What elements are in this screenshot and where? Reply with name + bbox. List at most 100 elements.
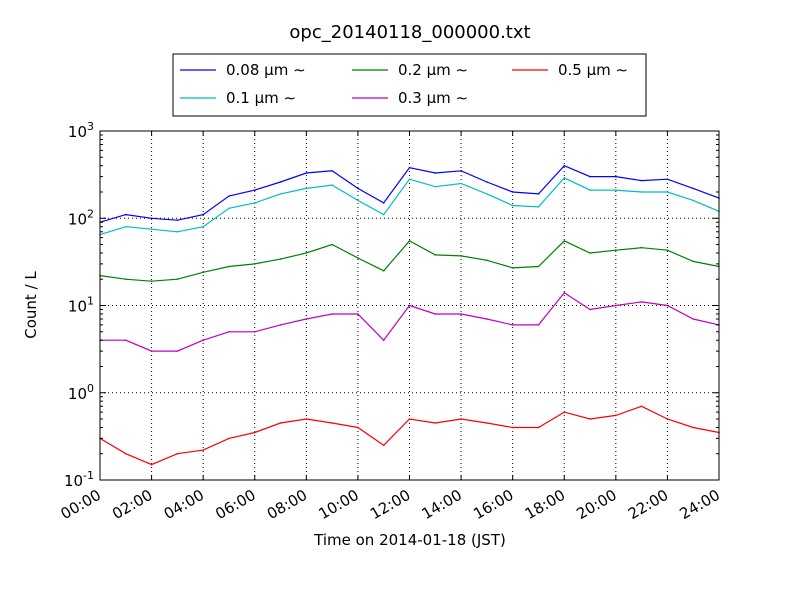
data-point bbox=[279, 422, 282, 424]
series-4 bbox=[99, 405, 720, 466]
data-point bbox=[615, 175, 617, 178]
data-point bbox=[254, 431, 256, 434]
data-point bbox=[589, 189, 591, 191]
chart-title: opc_20140118_000000.txt bbox=[289, 22, 530, 43]
data-point bbox=[537, 193, 540, 195]
data-point bbox=[434, 185, 437, 188]
data-point bbox=[640, 246, 643, 249]
data-point bbox=[305, 172, 308, 174]
data-point bbox=[279, 193, 282, 195]
data-point bbox=[666, 249, 669, 251]
data-point bbox=[589, 418, 591, 420]
data-point bbox=[511, 267, 514, 269]
data-point bbox=[202, 213, 204, 216]
legend-label: 0.08 μm ∼ bbox=[226, 61, 306, 79]
data-point bbox=[434, 313, 437, 315]
legend-label: 0.1 μm ∼ bbox=[226, 89, 296, 107]
y-tick-label: 102 bbox=[68, 207, 94, 228]
data-point bbox=[279, 181, 282, 183]
legend-entry: 0.2 μm ∼ bbox=[352, 61, 468, 79]
legend-entry: 0.1 μm ∼ bbox=[180, 89, 296, 107]
data-point bbox=[408, 418, 411, 420]
data-point bbox=[692, 426, 694, 429]
y-tick-exponent: 3 bbox=[87, 120, 94, 133]
data-point bbox=[228, 437, 230, 440]
data-point bbox=[692, 260, 694, 263]
data-point bbox=[254, 331, 256, 333]
data-point bbox=[202, 339, 204, 342]
y-tick-base: 10 bbox=[68, 210, 87, 228]
series-3 bbox=[99, 292, 720, 352]
data-point bbox=[305, 318, 308, 320]
data-point bbox=[563, 177, 566, 179]
data-point bbox=[331, 422, 333, 424]
data-point bbox=[615, 189, 617, 191]
data-point bbox=[408, 304, 411, 307]
data-point bbox=[537, 426, 540, 429]
data-point bbox=[382, 202, 385, 204]
data-point bbox=[150, 463, 153, 466]
data-point bbox=[357, 426, 359, 429]
legend-entry: 0.08 μm ∼ bbox=[180, 61, 306, 79]
series-2 bbox=[99, 240, 720, 283]
data-point bbox=[150, 228, 153, 230]
data-point bbox=[615, 414, 617, 417]
data-point bbox=[486, 193, 488, 195]
data-point bbox=[537, 206, 540, 208]
data-point bbox=[666, 418, 669, 420]
x-tick-label: 20:00 bbox=[573, 486, 619, 523]
data-point bbox=[357, 199, 359, 202]
x-tick-label: 06:00 bbox=[212, 486, 258, 523]
y-tick-exponent: 1 bbox=[87, 295, 94, 308]
legend-label: 0.2 μm ∼ bbox=[398, 61, 468, 79]
data-point bbox=[331, 170, 333, 172]
series-line bbox=[99, 164, 720, 223]
data-point bbox=[511, 191, 514, 193]
data-point bbox=[331, 313, 333, 315]
data-point bbox=[511, 426, 514, 429]
x-tick-label: 04:00 bbox=[161, 486, 207, 523]
x-tick-label: 18:00 bbox=[522, 486, 568, 523]
data-point bbox=[408, 240, 411, 242]
data-point bbox=[382, 213, 385, 216]
data-point bbox=[202, 225, 204, 228]
data-point bbox=[357, 257, 359, 259]
data-point bbox=[382, 444, 385, 447]
data-point bbox=[382, 270, 385, 272]
x-tick-label: 02:00 bbox=[109, 486, 155, 523]
data-point bbox=[563, 164, 566, 167]
data-point bbox=[666, 191, 669, 193]
data-point bbox=[125, 452, 127, 455]
legend-label: 0.3 μm ∼ bbox=[398, 89, 468, 107]
data-point bbox=[640, 191, 643, 193]
y-tick-base: 10 bbox=[68, 298, 87, 316]
data-point bbox=[228, 195, 230, 197]
x-tick-label: 12:00 bbox=[367, 486, 413, 523]
data-point bbox=[486, 259, 488, 262]
x-tick-label: 14:00 bbox=[419, 486, 465, 523]
data-point bbox=[460, 170, 462, 172]
data-point bbox=[460, 313, 462, 315]
y-tick-base: 10 bbox=[64, 472, 83, 490]
series-line bbox=[99, 177, 720, 236]
data-point bbox=[228, 331, 230, 333]
data-point bbox=[125, 213, 127, 216]
y-tick-base: 10 bbox=[68, 385, 87, 403]
data-point bbox=[408, 178, 411, 180]
data-point bbox=[176, 278, 179, 281]
data-point bbox=[460, 255, 462, 257]
x-tick-label: 00:00 bbox=[58, 486, 104, 523]
legend-entry: 0.5 μm ∼ bbox=[512, 61, 628, 79]
series-0 bbox=[99, 164, 720, 223]
data-point bbox=[150, 350, 153, 352]
data-point bbox=[640, 405, 643, 408]
legend-box bbox=[172, 53, 647, 117]
data-point bbox=[228, 265, 230, 268]
data-point bbox=[150, 217, 153, 220]
legend-entry: 0.3 μm ∼ bbox=[352, 89, 468, 107]
y-tick-base: 10 bbox=[68, 123, 87, 141]
x-tick-label: 24:00 bbox=[677, 486, 723, 523]
data-point bbox=[331, 243, 333, 246]
legend-label: 0.5 μm ∼ bbox=[558, 61, 628, 79]
data-point bbox=[563, 240, 566, 242]
